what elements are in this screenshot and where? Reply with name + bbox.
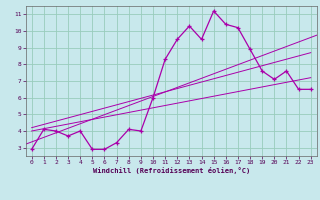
X-axis label: Windchill (Refroidissement éolien,°C): Windchill (Refroidissement éolien,°C) [92, 167, 250, 174]
